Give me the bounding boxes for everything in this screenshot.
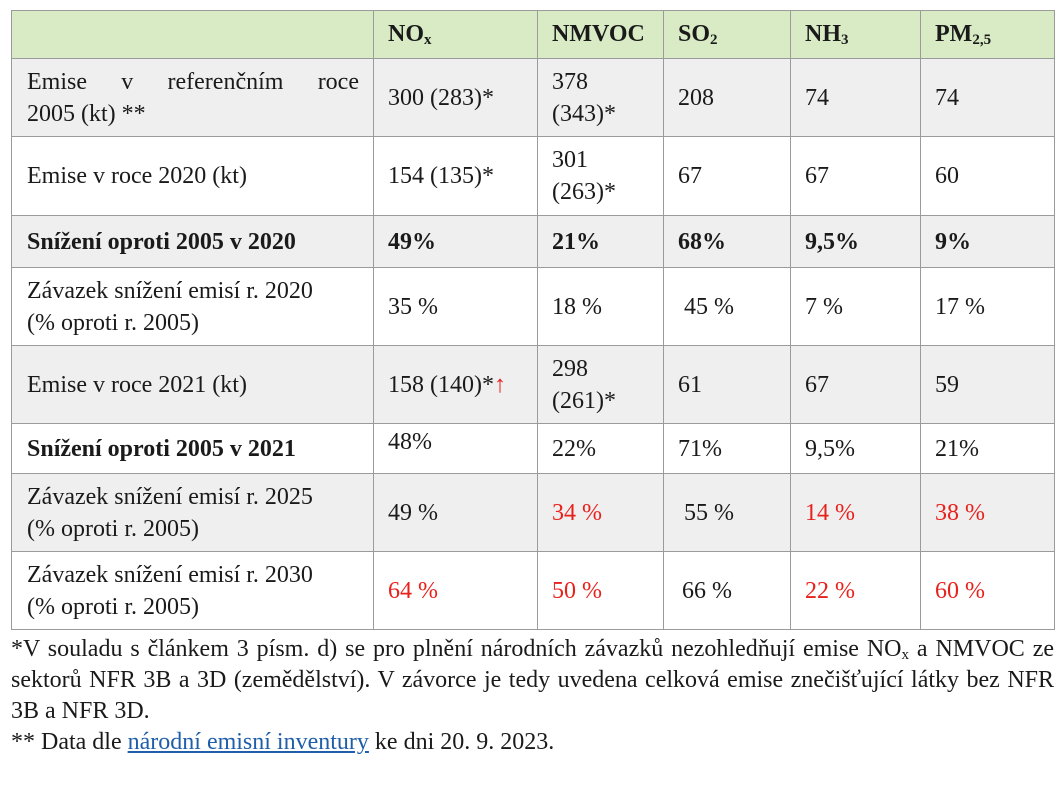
emissions-table: NOx NMVOC SO2 NH3 PM2,5 Emise v referenč… — [11, 10, 1055, 630]
cell-nox: 49% — [373, 215, 538, 268]
table-row-emise-2021: Emise v roce 2021 (kt) 158 (140)*↑ 298 (2… — [11, 345, 1055, 424]
cell-nh3: 22 % — [790, 551, 921, 630]
header-nmvoc: NMVOC — [537, 10, 664, 59]
footnote-1: *V souladu s článkem 3 písm. d) se pro p… — [11, 636, 1054, 724]
cell-nmvoc: 34 % — [537, 473, 664, 552]
cell-pm25: 59 — [920, 345, 1055, 424]
cell-nmvoc: 378 (343)* — [537, 58, 664, 137]
cell-pm25: 60 — [920, 136, 1055, 216]
row-label: Emise v roce 2020 (kt) — [11, 136, 374, 216]
cell-nh3: 7 % — [790, 267, 921, 346]
cell-nox: 300 (283)* — [373, 58, 538, 137]
document: NOx NMVOC SO2 NH3 PM2,5 Emise v referenč… — [11, 10, 1055, 758]
table-row-zavazek-2020: Závazek snížení emisí r. 2020 (% oproti … — [11, 267, 1055, 346]
cell-nh3: 67 — [790, 136, 921, 216]
cell-so2: 66 % — [663, 551, 791, 630]
header-nox: NOx — [373, 10, 538, 59]
cell-pm25: 74 — [920, 58, 1055, 137]
row-label: Emise v roce 2021 (kt) — [11, 345, 374, 424]
table-row-zavazek-2030: Závazek snížení emisí r. 2030 (% oproti … — [11, 551, 1055, 630]
cell-nh3: 9,5% — [790, 423, 921, 474]
arrow-up-icon: ↑ — [493, 371, 506, 398]
cell-nox: 48% — [373, 423, 538, 474]
cell-nmvoc: 301 (263)* — [537, 136, 664, 216]
footnotes: *V souladu s článkem 3 písm. d) se pro p… — [11, 634, 1054, 758]
table-row-snizeni-2021: Snížení oproti 2005 v 2021 48% 22% 71% 9… — [11, 423, 1055, 474]
cell-nmvoc: 50 % — [537, 551, 664, 630]
cell-nmvoc: 18 % — [537, 267, 664, 346]
cell-so2: 45 % — [663, 267, 791, 346]
table-header-row: NOx NMVOC SO2 NH3 PM2,5 — [11, 10, 1055, 59]
row-label: Závazek snížení emisí r. 2025 (% oproti … — [11, 473, 374, 552]
footnote-2: ** Data dle národní emisní inventury ke … — [11, 729, 555, 755]
cell-nmvoc: 22% — [537, 423, 664, 474]
cell-pm25: 17 % — [920, 267, 1055, 346]
cell-nmvoc: 298 (261)* — [537, 345, 664, 424]
cell-so2: 55 % — [663, 473, 791, 552]
cell-pm25: 9% — [920, 215, 1055, 268]
table-row-snizeni-2020: Snížení oproti 2005 v 2020 49% 21% 68% 9… — [11, 215, 1055, 268]
emission-inventory-link[interactable]: národní emisní inventury — [127, 729, 369, 755]
cell-pm25: 60 % — [920, 551, 1055, 630]
cell-nox: 49 % — [373, 473, 538, 552]
table-row-emise-2020: Emise v roce 2020 (kt) 154 (135)* 301 (26… — [11, 136, 1055, 216]
row-label: Snížení oproti 2005 v 2021 — [11, 423, 374, 474]
row-label: Závazek snížení emisí r. 2020 (% oproti … — [11, 267, 374, 346]
table-row-emise-2005: Emise v referenčním roce 2005 (kt) ** 30… — [11, 58, 1055, 137]
cell-nh3: 14 % — [790, 473, 921, 552]
cell-nh3: 9,5% — [790, 215, 921, 268]
cell-nox: 158 (140)*↑ — [373, 345, 538, 424]
header-nh3: NH3 — [790, 10, 921, 59]
cell-pm25: 38 % — [920, 473, 1055, 552]
cell-nh3: 67 — [790, 345, 921, 424]
row-label: Závazek snížení emisí r. 2030 (% oproti … — [11, 551, 374, 630]
cell-nox: 154 (135)* — [373, 136, 538, 216]
table-row-zavazek-2025: Závazek snížení emisí r. 2025 (% oproti … — [11, 473, 1055, 552]
cell-so2: 67 — [663, 136, 791, 216]
row-label-line2: 2005 (kt) ** — [27, 100, 146, 127]
header-so2: SO2 — [663, 10, 791, 59]
cell-pm25: 21% — [920, 423, 1055, 474]
cell-so2: 71% — [663, 423, 791, 474]
cell-nmvoc: 21% — [537, 215, 664, 268]
cell-nh3: 74 — [790, 58, 921, 137]
row-label-line1: Emise v referenčním roce — [27, 68, 359, 95]
cell-so2: 61 — [663, 345, 791, 424]
cell-nox: 64 % — [373, 551, 538, 630]
row-label: Emise v referenčním roce 2005 (kt) ** — [11, 58, 374, 137]
header-empty-cell — [11, 10, 374, 59]
row-label: Snížení oproti 2005 v 2020 — [11, 215, 374, 268]
cell-so2: 68% — [663, 215, 791, 268]
cell-nox: 35 % — [373, 267, 538, 346]
header-pm25: PM2,5 — [920, 10, 1055, 59]
cell-so2: 208 — [663, 58, 791, 137]
